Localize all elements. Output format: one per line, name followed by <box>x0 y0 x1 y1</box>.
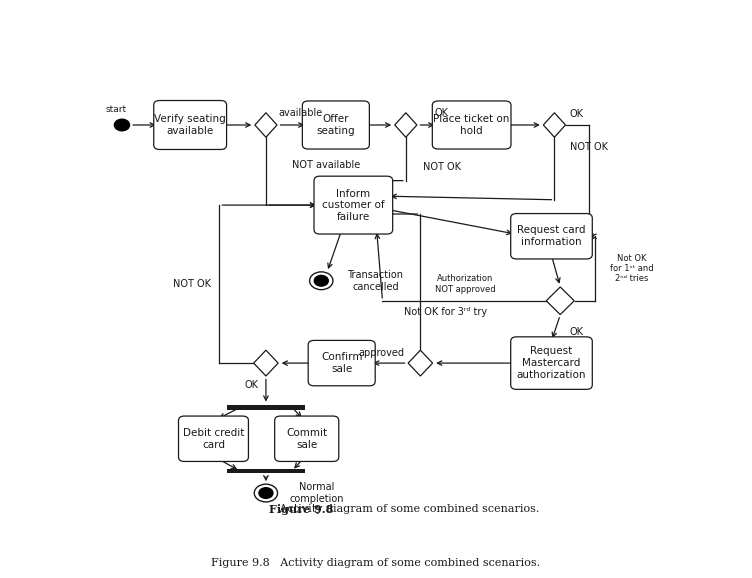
Text: Figure 9.8   Activity diagram of some combined scenarios.: Figure 9.8 Activity diagram of some comb… <box>269 504 598 514</box>
FancyBboxPatch shape <box>432 101 511 149</box>
Circle shape <box>114 119 129 131</box>
FancyBboxPatch shape <box>511 213 593 259</box>
Text: available: available <box>279 108 323 118</box>
Text: OK: OK <box>569 327 584 337</box>
Text: Transaction
cancelled: Transaction cancelled <box>347 270 404 291</box>
Text: Verify seating
available: Verify seating available <box>154 114 226 136</box>
FancyBboxPatch shape <box>511 337 593 390</box>
Polygon shape <box>544 113 566 137</box>
Text: NOT OK: NOT OK <box>423 162 461 172</box>
Circle shape <box>310 272 333 290</box>
Polygon shape <box>408 350 432 376</box>
FancyBboxPatch shape <box>308 340 375 386</box>
Text: NOT OK: NOT OK <box>172 279 211 289</box>
FancyBboxPatch shape <box>302 101 369 149</box>
Text: Normal
completion: Normal completion <box>290 482 344 504</box>
Circle shape <box>259 488 273 498</box>
Text: Request card
information: Request card information <box>517 225 586 247</box>
Text: Authorization
NOT approved: Authorization NOT approved <box>435 275 496 294</box>
FancyBboxPatch shape <box>178 416 248 461</box>
FancyBboxPatch shape <box>274 416 338 461</box>
Text: Figure 9.8   Activity diagram of some combined scenarios.: Figure 9.8 Activity diagram of some comb… <box>211 558 541 568</box>
Text: Figure 9.8: Figure 9.8 <box>269 503 333 514</box>
Text: OK: OK <box>435 108 449 118</box>
Text: Offer
seating: Offer seating <box>317 114 355 136</box>
Text: Debit credit
card: Debit credit card <box>183 428 244 450</box>
Text: Confirm
sale: Confirm sale <box>321 353 362 374</box>
Text: Not OK
for 1ˢᵗ and
2ⁿᵈ tries: Not OK for 1ˢᵗ and 2ⁿᵈ tries <box>610 254 653 283</box>
Text: NOT available: NOT available <box>293 160 360 170</box>
Polygon shape <box>546 287 575 314</box>
Circle shape <box>254 484 277 502</box>
Text: OK: OK <box>244 380 259 390</box>
Polygon shape <box>395 113 417 137</box>
Text: Commit
sale: Commit sale <box>287 428 327 450</box>
Text: start: start <box>105 105 126 114</box>
Bar <box>226 405 305 410</box>
Polygon shape <box>253 350 278 376</box>
Text: Inform
customer of
failure: Inform customer of failure <box>322 188 385 222</box>
Bar <box>226 469 305 473</box>
Polygon shape <box>255 113 277 137</box>
Text: NOT OK: NOT OK <box>570 142 608 152</box>
Text: Place ticket on
hold: Place ticket on hold <box>433 114 510 136</box>
Text: OK: OK <box>569 109 584 119</box>
Text: Request
Mastercard
authorization: Request Mastercard authorization <box>517 346 587 380</box>
FancyBboxPatch shape <box>153 101 226 150</box>
Circle shape <box>314 276 329 286</box>
FancyBboxPatch shape <box>314 176 393 234</box>
Text: Activity diagram of some combined scenarios.: Activity diagram of some combined scenar… <box>269 504 540 514</box>
Text: Not OK for 3ʳᵈ try: Not OK for 3ʳᵈ try <box>404 307 487 317</box>
Text: approved: approved <box>358 349 404 358</box>
